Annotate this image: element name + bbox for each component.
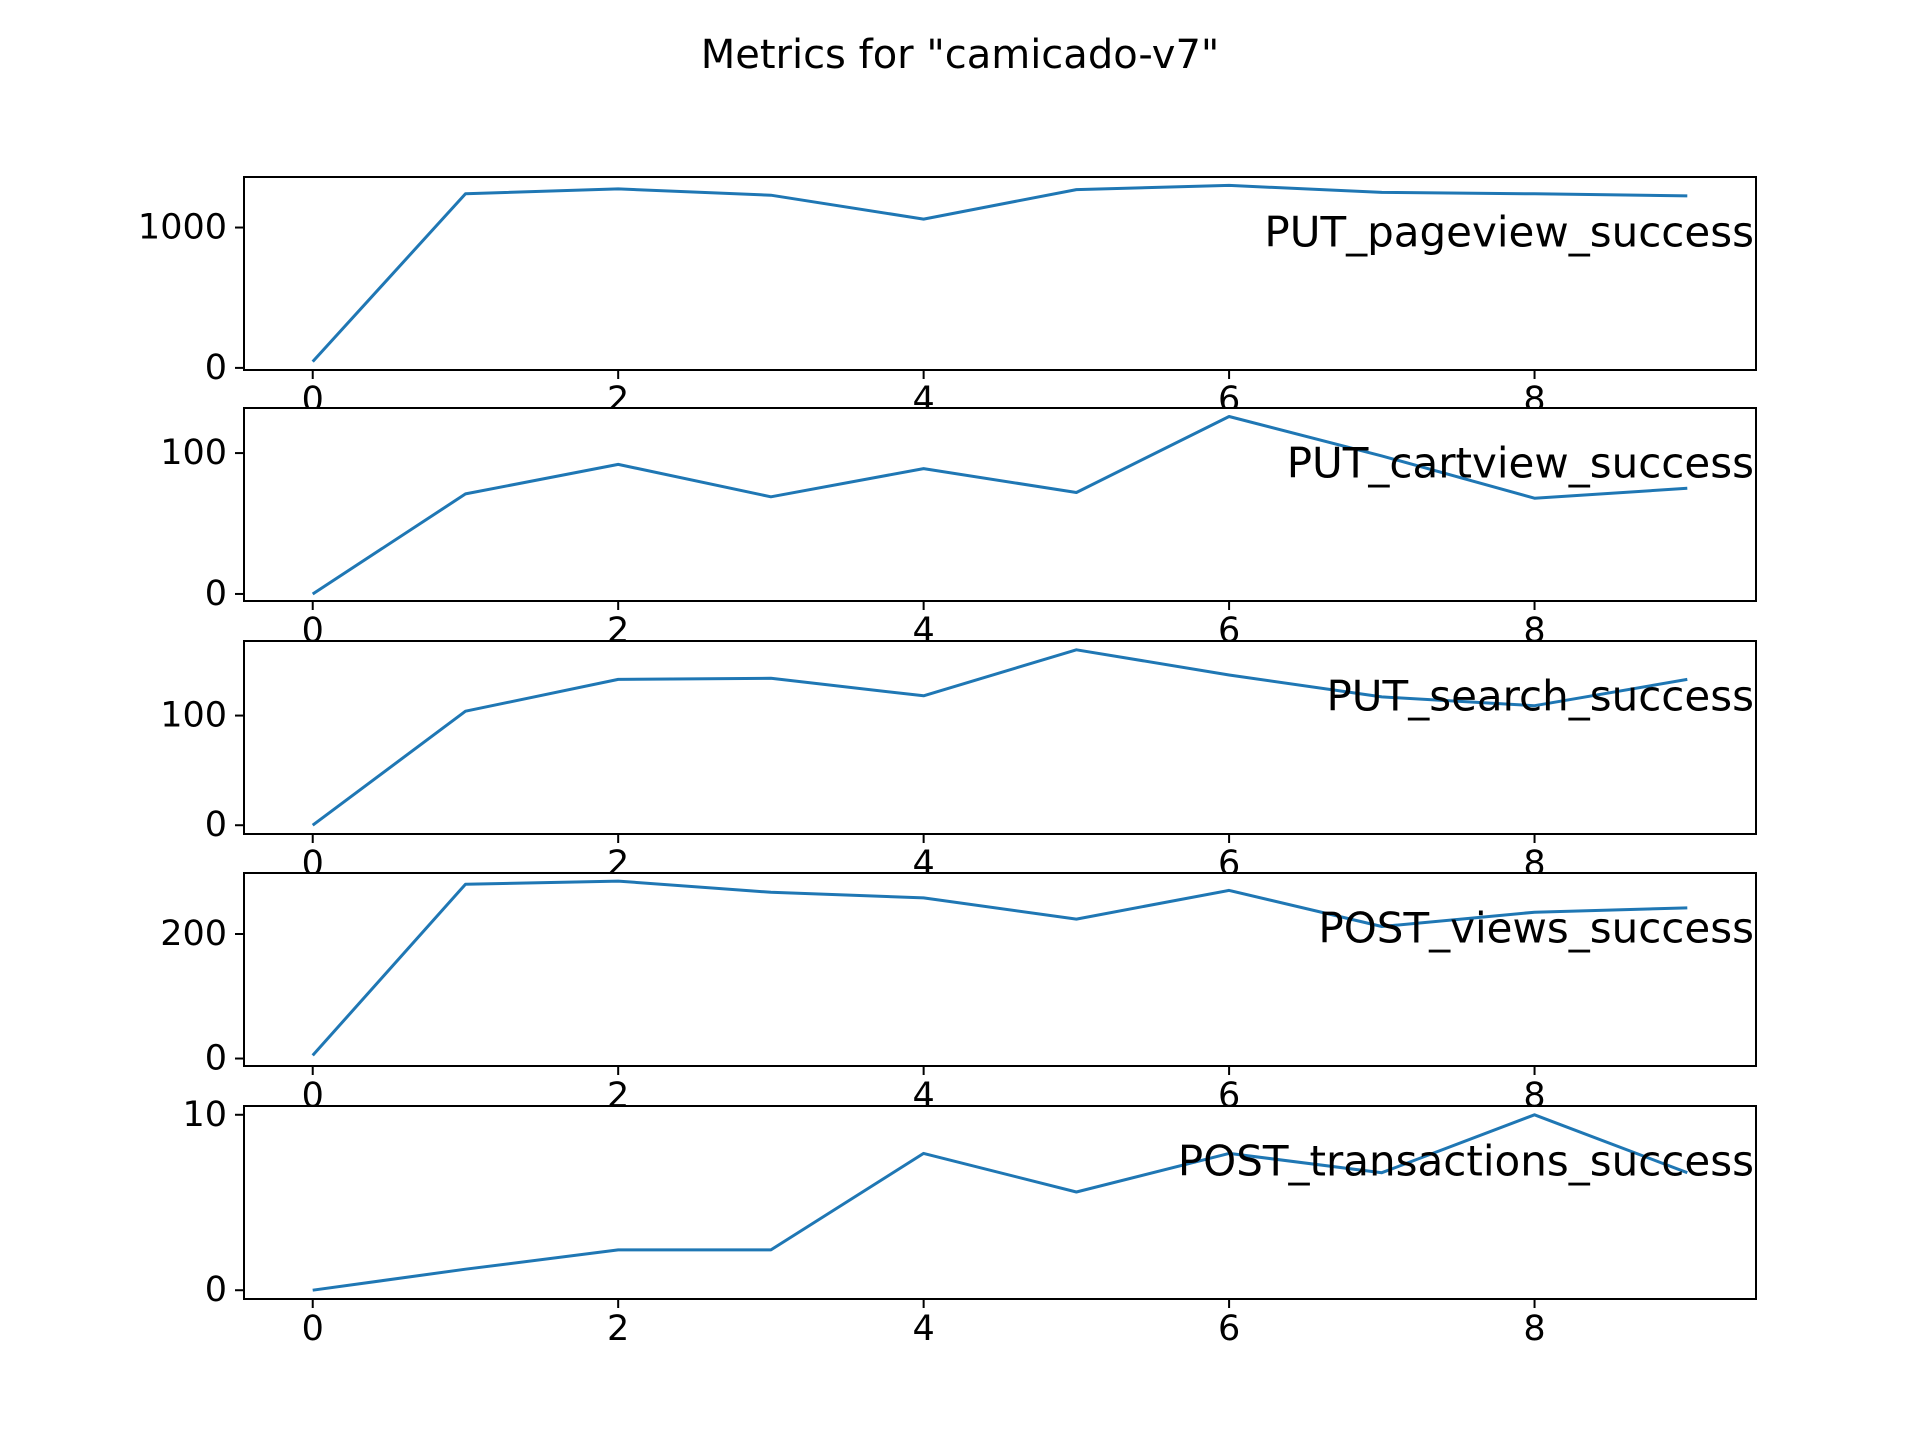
- y-tick-label: 0: [205, 574, 227, 614]
- axes-frame: [243, 1105, 1757, 1300]
- axes-background: [244, 641, 1756, 834]
- y-tick-label: 0: [205, 805, 227, 845]
- subplot-5: 0 2 4 6 8 0 10 POST_transactions_success: [182, 1095, 1757, 1349]
- axes-frame: [243, 640, 1757, 835]
- axes-frame: [243, 407, 1757, 602]
- axes-background: [244, 408, 1756, 601]
- x-tick-label: 8: [1523, 1309, 1545, 1349]
- x-tick-label: 6: [1218, 1309, 1240, 1349]
- series-line: [312, 1113, 1688, 1292]
- figure-title: Metrics for "camicado-v7": [701, 32, 1220, 78]
- axes-frame: [243, 872, 1757, 1067]
- axes-frame: [243, 176, 1757, 371]
- y-tick-label: 200: [160, 914, 227, 954]
- series-line: [311, 415, 1688, 596]
- x-tick-label: 2: [607, 1309, 629, 1349]
- series-line: [311, 183, 1688, 363]
- y-tick-label: 10: [182, 1095, 227, 1135]
- series-line: [311, 648, 1688, 827]
- series-label: POST_transactions_success: [1178, 1137, 1754, 1186]
- series-label: PUT_cartview_success: [1287, 439, 1754, 488]
- series-line: [311, 879, 1688, 1057]
- y-tick-label: 1000: [138, 208, 227, 248]
- x-tick-label: 4: [912, 1309, 934, 1349]
- y-tick-label: 100: [160, 433, 227, 473]
- y-tick-label: 0: [205, 1039, 227, 1079]
- series-label: PUT_pageview_success: [1264, 208, 1754, 257]
- series-label: POST_views_success: [1318, 904, 1754, 953]
- y-tick-label: 0: [205, 1270, 227, 1310]
- series-label: PUT_search_success: [1326, 672, 1754, 721]
- axes-background: [244, 1106, 1756, 1299]
- y-tick-label: 100: [160, 696, 227, 736]
- x-tick-label: 0: [302, 1309, 324, 1349]
- axes-background: [244, 177, 1756, 370]
- axes-background: [244, 873, 1756, 1066]
- y-tick-label: 0: [205, 348, 227, 388]
